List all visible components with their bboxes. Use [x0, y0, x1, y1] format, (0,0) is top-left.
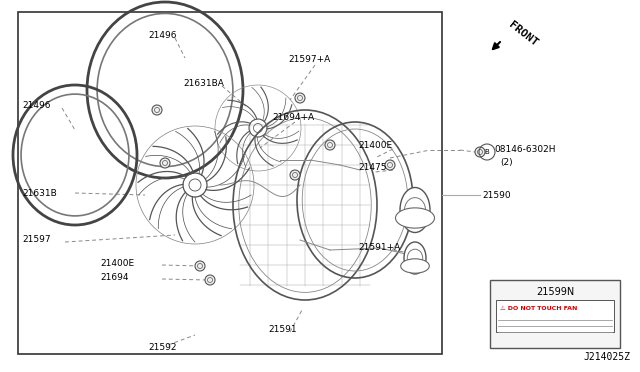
Text: 21475: 21475	[358, 164, 387, 173]
Ellipse shape	[396, 208, 435, 228]
Text: J214025Z: J214025Z	[583, 352, 630, 362]
Circle shape	[160, 158, 170, 168]
Text: 21599N: 21599N	[536, 287, 574, 297]
Text: 21496: 21496	[148, 32, 177, 41]
Text: 21597+A: 21597+A	[288, 55, 330, 64]
Bar	[490, 280, 620, 348]
Text: 21400E: 21400E	[358, 141, 392, 150]
Bar	[496, 300, 614, 332]
Text: 08146-6302H: 08146-6302H	[494, 145, 556, 154]
Text: 21400E: 21400E	[100, 259, 134, 267]
Bar	[18, 12, 442, 354]
Text: 21694+A: 21694+A	[272, 113, 314, 122]
Text: 21694: 21694	[100, 273, 129, 282]
Circle shape	[295, 93, 305, 103]
Ellipse shape	[401, 259, 429, 273]
Text: 21631BA: 21631BA	[183, 80, 224, 89]
Text: 21592: 21592	[148, 343, 177, 353]
Circle shape	[205, 275, 215, 285]
Text: 21591+A: 21591+A	[358, 244, 400, 253]
Text: FRONT: FRONT	[507, 19, 540, 48]
Text: 21631B: 21631B	[22, 189, 57, 198]
Circle shape	[152, 105, 162, 115]
Text: 21597: 21597	[22, 235, 51, 244]
Ellipse shape	[407, 249, 422, 267]
Text: 21590: 21590	[482, 190, 511, 199]
Ellipse shape	[404, 198, 426, 222]
Text: B: B	[484, 149, 490, 155]
Text: ⚠ DO NOT TOUCH FAN: ⚠ DO NOT TOUCH FAN	[500, 305, 577, 311]
Text: 21496: 21496	[22, 102, 51, 110]
Text: (2): (2)	[500, 157, 513, 167]
Ellipse shape	[404, 242, 426, 274]
Circle shape	[290, 170, 300, 180]
Circle shape	[385, 160, 395, 170]
Circle shape	[475, 147, 485, 157]
Ellipse shape	[400, 187, 430, 232]
Text: 21591: 21591	[268, 326, 296, 334]
Circle shape	[195, 261, 205, 271]
Circle shape	[325, 140, 335, 150]
